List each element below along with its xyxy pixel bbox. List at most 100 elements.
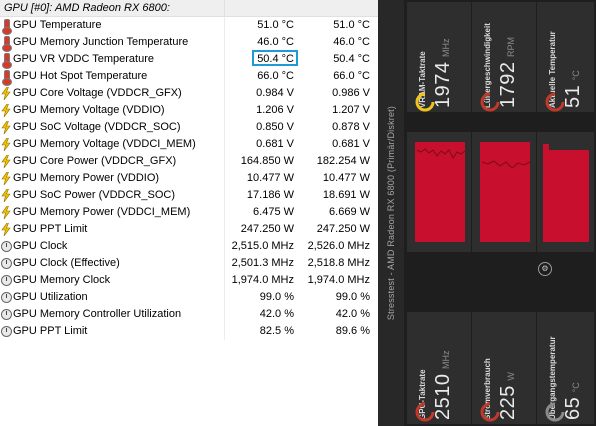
power-draw-gauge: Stromverbrauch 225 W: [472, 312, 536, 424]
sensor-max-value: 1.207 V: [332, 104, 370, 116]
sensor-row[interactable]: GPU Memory Junction Temperature 46.0 °C 46…: [0, 34, 378, 52]
sensor-current-value: 46.0 °C: [257, 36, 294, 48]
temperature-graph: [537, 132, 594, 252]
sensor-current-value: 6.475 W: [253, 206, 294, 218]
sensor-row[interactable]: GPU SoC Voltage (VDDCR_SOC) 0.850 V 0.878 …: [0, 119, 378, 136]
thermometer-icon: [1, 53, 12, 69]
sensor-current-value: 99.0 %: [259, 291, 294, 303]
lightning-icon: [1, 120, 11, 135]
gauge-unit: MHz: [441, 350, 451, 370]
gauge-unit: RPM: [506, 37, 516, 58]
junction-temp-gauge: Übergangstemperatur 65 °C: [537, 312, 594, 424]
sensor-current-value: 17.186 W: [246, 189, 294, 201]
sensor-label: GPU VR VDDC Temperature: [13, 53, 155, 65]
sensor-row[interactable]: GPU Memory Clock 1,974.0 MHz 1,974.0 MHz: [0, 272, 378, 289]
sensor-label: GPU PPT Limit: [13, 223, 88, 235]
sensor-label: GPU Hot Spot Temperature: [13, 70, 148, 82]
gauge-ring-icon: [415, 92, 435, 112]
gauge-value: 2510: [432, 373, 454, 421]
sensor-label: GPU Memory Controller Utilization: [13, 308, 182, 320]
gauge-unit: °C: [571, 70, 581, 81]
gauge-ring-icon: [545, 402, 565, 422]
gpu-clock-gauge: GPU-Taktrate 2510 MHz: [407, 312, 471, 424]
sensor-max-value: 46.0 °C: [333, 36, 370, 48]
sensor-max-value: 10.477 W: [322, 172, 370, 184]
sensor-max-value: 66.0 °C: [333, 70, 370, 82]
gauge-ring-icon: [480, 92, 500, 112]
sensor-current-value: 51.0 °C: [257, 19, 294, 31]
stress-test-title: Stresstest - AMD Radeon RX 6800 (Primär/…: [386, 105, 396, 321]
sensor-label: GPU Memory Clock: [13, 274, 111, 286]
stress-test-strip: Stresstest - AMD Radeon RX 6800 (Primär/…: [378, 0, 404, 426]
sensor-row[interactable]: GPU SoC Power (VDDCR_SOC) 17.186 W 18.691 …: [0, 187, 378, 204]
gauge-value: 1792: [497, 61, 519, 109]
sensor-max-value: 99.0 %: [335, 291, 370, 303]
sensor-current-value: 0.681 V: [256, 138, 294, 150]
fan-speed-gauge: Lüftergeschwindigkeit 1792 RPM: [472, 2, 536, 112]
sensor-current-value: 42.0 %: [259, 308, 294, 320]
lightning-icon: [1, 137, 11, 152]
graph-bars: [543, 144, 589, 242]
sensor-row[interactable]: GPU Memory Controller Utilization 42.0 % 4…: [0, 306, 378, 323]
sensor-row[interactable]: GPU Hot Spot Temperature 66.0 °C 66.0 °C: [0, 68, 378, 86]
sensor-row[interactable]: GPU Temperature 51.0 °C 51.0 °C: [0, 17, 378, 35]
sensor-row[interactable]: GPU Clock 2,515.0 MHz 2,526.0 MHz: [0, 238, 378, 255]
sensor-label: GPU Memory Power (VDDCI_MEM): [13, 206, 191, 218]
sensor-row[interactable]: GPU Clock (Effective) 2,501.3 MHz 2,518.8 …: [0, 255, 378, 272]
vram-clock-gauge: VRAM-Taktrate 1974 MHz: [407, 2, 471, 112]
sensor-max-value: 2,518.8 MHz: [307, 257, 370, 269]
gauge-value: 51: [562, 84, 584, 108]
sensor-row[interactable]: GPU Utilization 99.0 % 99.0 %: [0, 289, 378, 306]
sensor-max-value: 51.0 °C: [333, 19, 370, 31]
sensor-current-value: 1.206 V: [256, 104, 294, 116]
thermometer-icon: [1, 36, 12, 52]
clock-icon: [1, 291, 12, 304]
sensor-current-value: 2,515.0 MHz: [231, 240, 294, 252]
lightning-icon: [1, 86, 11, 101]
sensor-max-value: 1,974.0 MHz: [307, 274, 370, 286]
clock-icon: [1, 240, 12, 253]
sensor-row[interactable]: GPU PPT Limit 247.250 W 247.250 W: [0, 221, 378, 238]
sensor-label: GPU Core Power (VDDCR_GFX): [13, 155, 177, 167]
sensor-rows: GPU Temperature 51.0 °C 51.0 °C GPU Memory …: [0, 17, 378, 340]
lightning-icon: [1, 103, 11, 118]
sensor-row[interactable]: GPU VR VDDC Temperature 50.4 °C 50.4 °C: [0, 51, 378, 69]
gauge-ring-icon: [480, 402, 500, 422]
sensor-current-value: 0.984 V: [256, 87, 294, 99]
gauge-value: 65: [562, 396, 584, 420]
sensor-current-value: 2,501.3 MHz: [231, 257, 294, 269]
sensor-row[interactable]: GPU Memory Voltage (VDDCI_MEM) 0.681 V 0.6…: [0, 136, 378, 153]
sensor-label: GPU Core Voltage (VDDCR_GFX): [13, 87, 182, 99]
sensor-current-value: 164.850 W: [240, 155, 294, 167]
sensor-group-header[interactable]: GPU [#0]: AMD Radeon RX 6800:: [0, 0, 378, 17]
sensor-row[interactable]: GPU Memory Power (VDDCI_MEM) 6.475 W 6.669…: [0, 204, 378, 221]
sensor-max-value: 2,526.0 MHz: [307, 240, 370, 252]
sensor-row[interactable]: GPU Memory Voltage (VDDIO) 1.206 V 1.207 V: [0, 102, 378, 119]
sensor-max-value: 42.0 %: [335, 308, 370, 320]
sensor-row[interactable]: GPU Core Voltage (VDDCR_GFX) 0.984 V 0.986…: [0, 85, 378, 102]
settings-gear-icon[interactable]: ⚙: [538, 262, 552, 276]
sensor-label: GPU Memory Voltage (VDDIO): [13, 104, 165, 116]
sensor-label: GPU Temperature: [13, 19, 102, 31]
sensor-row[interactable]: GPU Memory Power (VDDIO) 10.477 W 10.477 W: [0, 170, 378, 187]
sensor-label: GPU Utilization: [13, 291, 88, 303]
gauge-unit: °C: [571, 382, 581, 393]
sensor-current-value: 1,974.0 MHz: [231, 274, 294, 286]
clock-icon: [1, 257, 12, 270]
sensor-current-value: 10.477 W: [246, 172, 294, 184]
sensor-max-value: 247.250 W: [316, 223, 370, 235]
thermometer-icon: [1, 19, 12, 35]
gauge-unit: MHz: [441, 38, 451, 58]
sensor-row[interactable]: GPU Core Power (VDDCR_GFX) 164.850 W 182.2…: [0, 153, 378, 170]
sensor-label: GPU SoC Power (VDDCR_SOC): [13, 189, 175, 201]
sensor-label: GPU Memory Junction Temperature: [13, 36, 189, 48]
sensor-row[interactable]: GPU PPT Limit 82.5 % 89.6 %: [0, 323, 378, 340]
sensor-table: GPU [#0]: AMD Radeon RX 6800: GPU Temper…: [0, 0, 378, 426]
sensor-current-value: 66.0 °C: [257, 70, 294, 82]
gauge-value: 225: [497, 385, 519, 420]
lightning-icon: [1, 188, 11, 203]
sensor-label: GPU Clock (Effective): [13, 257, 120, 269]
group-title: GPU [#0]: AMD Radeon RX 6800:: [4, 2, 170, 14]
sensor-max-value: 0.681 V: [332, 138, 370, 150]
graph-bars: [480, 142, 531, 242]
